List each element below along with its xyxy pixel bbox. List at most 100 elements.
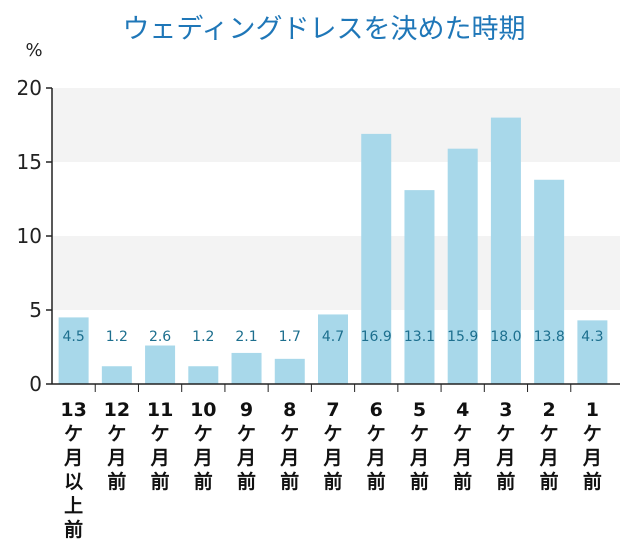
category-label-10-part-2: 月 [495, 447, 515, 469]
value-label-10: 18.0 [490, 329, 521, 345]
category-label-5-part-2: 月 [279, 447, 299, 469]
category-label-0-part-2: 月 [63, 447, 83, 469]
value-label-0: 4.5 [62, 329, 84, 345]
category-label-5-part-1: ケ [280, 423, 299, 445]
category-label-3-part-2: 月 [193, 447, 213, 469]
value-label-3: 1.2 [192, 329, 214, 345]
bar-2 [145, 345, 176, 384]
value-label-12: 4.3 [581, 329, 603, 345]
category-label-0-part-4: 上 [64, 495, 83, 517]
category-label-0-part-5: 前 [64, 518, 83, 541]
category-label-12-part-3: 前 [583, 470, 602, 493]
bar-0 [58, 317, 89, 384]
value-label-6: 4.7 [322, 329, 344, 345]
category-label-8-part-0: 5 [413, 399, 426, 421]
bars [58, 117, 608, 384]
bar-10 [490, 117, 521, 384]
bar-7 [361, 133, 392, 384]
category-label-7-part-3: 前 [367, 470, 386, 493]
category-label-2-part-0: 11 [147, 399, 173, 421]
category-label-2-part-1: ケ [151, 423, 170, 445]
category-label-11-part-0: 2 [543, 399, 556, 421]
y-tick-label-2: 10 [17, 224, 42, 248]
y-axis-unit: % [25, 40, 42, 61]
category-label-12-part-2: 月 [582, 447, 602, 469]
y-tick-label-4: 20 [17, 76, 42, 100]
category-label-5-part-0: 8 [283, 399, 296, 421]
category-label-3-part-3: 前 [194, 470, 213, 493]
category-label-10-part-3: 前 [496, 470, 515, 493]
category-label-6-part-2: 月 [322, 447, 342, 469]
y-tick-label-0: 0 [29, 372, 42, 396]
value-label-7: 16.9 [361, 329, 392, 345]
bar-1 [101, 366, 132, 384]
category-label-0-part-0: 13 [60, 399, 86, 421]
category-label-9-part-1: ケ [453, 423, 472, 445]
category-label-0-part-3: 以 [64, 471, 83, 493]
category-label-9-part-2: 月 [452, 447, 472, 469]
category-label-12-part-1: ケ [583, 423, 602, 445]
category-label-7-part-1: ケ [367, 423, 386, 445]
category-label-3-part-0: 10 [190, 399, 216, 421]
category-label-4-part-1: ケ [237, 423, 256, 445]
chart-title: ウェディングドレスを決めた時期 [122, 14, 525, 45]
category-label-6-part-3: 前 [323, 470, 342, 493]
category-label-6-part-1: ケ [323, 423, 342, 445]
y-tick-label-3: 15 [17, 150, 42, 174]
bar-9 [447, 148, 478, 384]
category-label-11-part-1: ケ [540, 423, 559, 445]
category-label-5-part-3: 前 [280, 470, 299, 493]
category-label-1-part-0: 12 [104, 399, 130, 421]
category-label-4-part-3: 前 [237, 470, 256, 493]
bar-5 [274, 358, 305, 384]
category-label-2-part-2: 月 [150, 447, 170, 469]
category-label-8-part-1: ケ [410, 423, 429, 445]
value-label-2: 2.6 [149, 329, 171, 345]
category-label-12-part-0: 1 [586, 399, 599, 421]
bar-12 [577, 320, 608, 384]
value-labels: 4.5 1.2 2.6 1.2 2.1 1.7 4.7 16.9 13.1 15.9 18.0 13.… [62, 329, 603, 345]
category-label-3-part-1: ケ [194, 423, 213, 445]
value-label-1: 1.2 [106, 329, 128, 345]
y-tick-label-1: 5 [29, 298, 42, 322]
category-label-0-part-1: ケ [64, 423, 83, 445]
category-label-7-part-2: 月 [366, 447, 386, 469]
grid-band-0 [52, 236, 620, 310]
category-label-7-part-0: 6 [370, 399, 383, 421]
grid-bands [52, 88, 620, 310]
y-tick-labels: 0 5 10 15 20 [17, 76, 572, 396]
bar-8 [404, 190, 435, 384]
category-label-11-part-3: 前 [540, 470, 559, 493]
category-label-1-part-2: 月 [106, 447, 126, 469]
value-label-5: 1.7 [279, 329, 301, 345]
category-label-10-part-1: ケ [496, 423, 515, 445]
bar-3 [188, 366, 219, 384]
value-label-9: 15.9 [447, 329, 478, 345]
category-label-1-part-1: ケ [107, 423, 126, 445]
value-label-11: 13.8 [534, 329, 565, 345]
bar-11 [534, 179, 565, 384]
category-label-2-part-3: 前 [151, 470, 170, 493]
category-label-4-part-2: 月 [236, 447, 256, 469]
bar-4 [231, 352, 262, 384]
bar-6 [318, 314, 348, 384]
grid-band-1 [52, 88, 620, 162]
value-label-8: 13.1 [404, 329, 435, 345]
category-label-8-part-3: 前 [410, 470, 429, 493]
category-label-11-part-2: 月 [539, 447, 559, 469]
